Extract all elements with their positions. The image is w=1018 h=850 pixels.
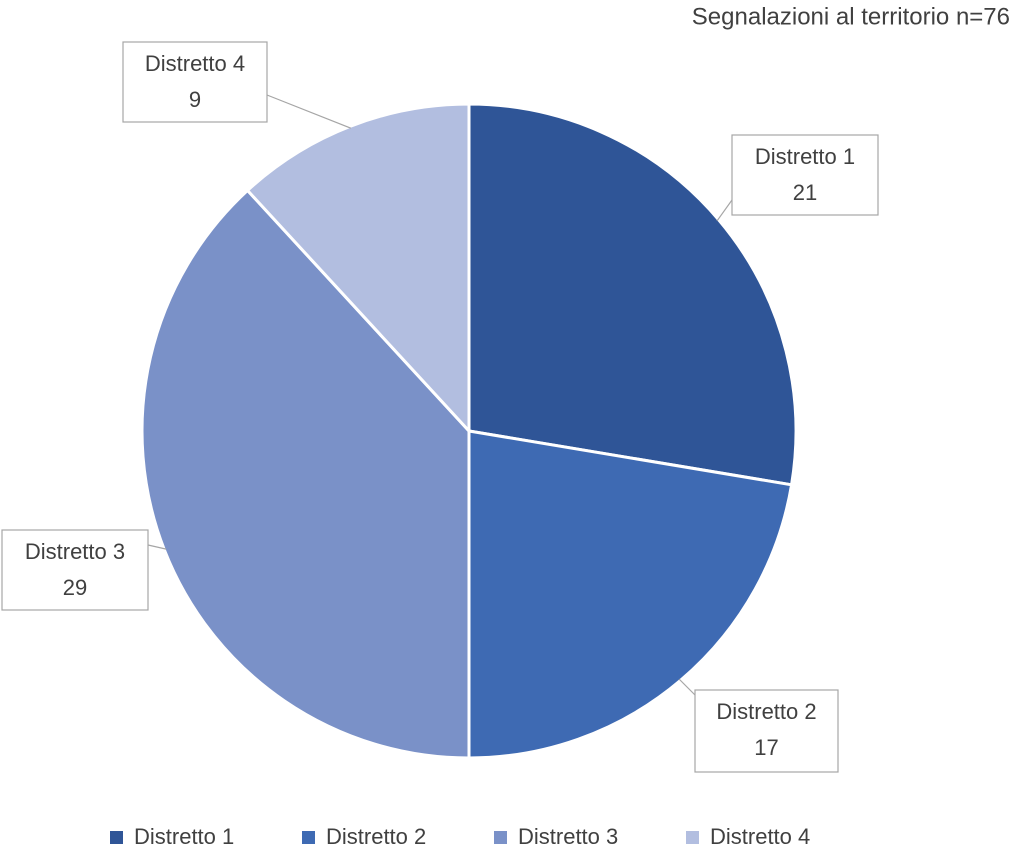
leader-line: [678, 678, 696, 696]
legend-label: Distretto 1: [134, 824, 234, 849]
legend-swatch: [110, 831, 123, 844]
chart-title: Segnalazioni al territorio n=76: [692, 3, 1010, 30]
data-label-name: Distretto 2: [716, 699, 816, 724]
legend-swatch: [302, 831, 315, 844]
leader-line: [266, 94, 352, 129]
legend-swatch: [686, 831, 699, 844]
data-label-value: 29: [63, 575, 87, 600]
pie-slice: [140, 188, 471, 760]
data-label-name: Distretto 3: [25, 539, 125, 564]
data-label-name: Distretto 1: [755, 144, 855, 169]
legend-label: Distretto 3: [518, 824, 618, 849]
data-label-name: Distretto 4: [145, 51, 245, 76]
label-box: [731, 134, 879, 216]
label-box: [1, 529, 149, 611]
pie-slice: [245, 102, 471, 435]
legend-label: Distretto 2: [326, 824, 426, 849]
data-label-value: 17: [754, 735, 778, 760]
label-box: [122, 41, 268, 123]
data-label-value: 9: [189, 87, 201, 112]
data-label-value: 21: [793, 180, 817, 205]
legend-swatch: [494, 831, 507, 844]
label-box: [694, 689, 839, 773]
leader-line: [147, 544, 167, 550]
leader-line: [716, 199, 733, 222]
legend-label: Distretto 4: [710, 824, 810, 849]
